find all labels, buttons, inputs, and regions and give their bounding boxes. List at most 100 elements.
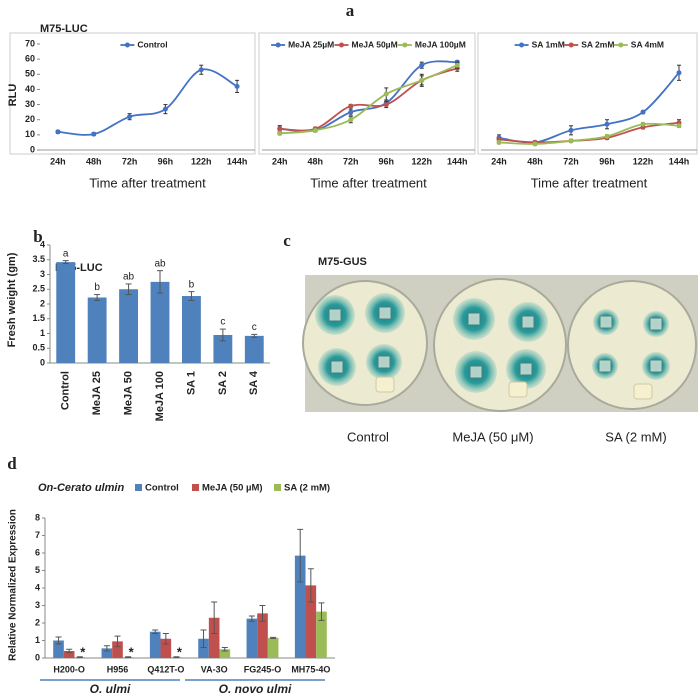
data-point xyxy=(277,130,283,136)
bar xyxy=(246,618,258,658)
significance-label: ab xyxy=(154,258,166,269)
legend-label: SA (2 mM) xyxy=(284,483,330,494)
panel-label: b xyxy=(33,227,42,246)
x-tick-label: 24h xyxy=(491,156,507,166)
x-tick-label: 96h xyxy=(599,156,615,166)
agar-plug xyxy=(330,360,344,374)
legend-marker xyxy=(402,42,408,48)
significance-label: c xyxy=(252,322,257,333)
agar-plug xyxy=(378,306,392,320)
legend-marker xyxy=(124,42,130,48)
data-point xyxy=(348,109,354,115)
y-tick-label: 0 xyxy=(35,652,40,662)
agar-plug xyxy=(599,315,613,329)
petri-dish xyxy=(302,280,428,406)
agar-plug xyxy=(375,376,395,393)
data-point xyxy=(568,138,574,144)
significance-label: b xyxy=(94,282,100,293)
bar xyxy=(87,297,107,363)
agar-plug xyxy=(649,359,663,373)
panel-label: c xyxy=(283,231,291,250)
y-tick-label: 10 xyxy=(25,129,35,139)
x-tick-label: 24h xyxy=(50,156,66,166)
x-tick-label: 72h xyxy=(343,156,359,166)
agar-plug xyxy=(467,312,481,326)
agar-plug xyxy=(377,355,391,369)
bar xyxy=(119,289,138,363)
legend-label: Control xyxy=(145,483,179,494)
data-point xyxy=(277,126,283,132)
data-point xyxy=(676,123,682,129)
condition-label: MeJA (50 μM) xyxy=(452,429,533,444)
bar xyxy=(150,281,170,363)
x-tick-label: H956 xyxy=(107,664,129,674)
chart-title: On-Cerato ulmin xyxy=(38,482,124,494)
y-tick-label: 1.5 xyxy=(32,313,45,323)
x-tick-label: MH75-4O xyxy=(291,664,330,674)
y-tick-label: 60 xyxy=(25,54,35,64)
bar xyxy=(198,638,209,658)
data-point xyxy=(55,129,61,135)
data-point xyxy=(532,141,538,147)
y-tick-label: 30 xyxy=(25,99,35,109)
x-tick-label: 48h xyxy=(527,156,543,166)
x-tick-label: MeJA 100 xyxy=(154,371,166,421)
x-tick-label: MeJA 25 xyxy=(91,371,103,415)
chart-title: M75-GUS xyxy=(318,256,367,268)
legend-label: MeJA 100µM xyxy=(415,39,466,49)
x-tick-label: 48h xyxy=(307,156,323,166)
petri-dish xyxy=(433,278,567,412)
legend-marker xyxy=(568,42,574,48)
significance-label: b xyxy=(189,279,195,290)
data-point xyxy=(383,91,389,97)
agar-plug xyxy=(519,362,533,376)
legend-label: MeJA (50 µM) xyxy=(202,483,263,494)
y-tick-label: 1 xyxy=(35,635,40,645)
legend-swatch xyxy=(274,484,281,491)
y-tick-label: 4 xyxy=(40,239,45,249)
y-tick-label: 2.5 xyxy=(32,284,45,294)
bar xyxy=(219,649,231,658)
significance-label: * xyxy=(177,645,183,660)
agar-plug xyxy=(521,315,535,329)
bar xyxy=(101,648,113,658)
x-axis-label: Time after treatment xyxy=(89,175,206,190)
x-tick-label: SA 1 xyxy=(185,371,197,395)
series-line xyxy=(57,68,238,136)
bar xyxy=(213,334,233,363)
data-point xyxy=(640,109,646,115)
x-tick-label: 144h xyxy=(669,156,690,166)
significance-label: ab xyxy=(123,272,135,283)
agar-plug xyxy=(649,317,663,331)
legend-label: SA 4mM xyxy=(631,39,664,49)
bar xyxy=(294,555,306,658)
y-axis-label: Fresh weight (gm) xyxy=(6,252,18,347)
bar xyxy=(53,640,64,658)
legend-marker xyxy=(618,42,624,48)
y-tick-label: 3.5 xyxy=(32,254,45,264)
data-point xyxy=(604,121,610,127)
data-point xyxy=(162,106,168,112)
y-tick-label: 20 xyxy=(25,114,35,124)
data-point xyxy=(496,139,502,145)
bar xyxy=(63,651,75,658)
data-point xyxy=(604,133,610,139)
agar-plug xyxy=(328,308,342,322)
data-point xyxy=(312,127,318,133)
data-point xyxy=(419,62,425,68)
series-line xyxy=(279,60,458,133)
series-line xyxy=(498,122,680,145)
legend-marker xyxy=(339,42,344,48)
x-axis-label: Time after treatment xyxy=(310,175,427,190)
y-tick-label: 4 xyxy=(35,582,40,592)
group-label: O. novo ulmi xyxy=(219,682,292,696)
y-tick-label: 0 xyxy=(40,357,45,367)
y-tick-label: 2 xyxy=(40,298,45,308)
petri-dish xyxy=(567,280,697,410)
x-tick-label: 122h xyxy=(633,156,654,166)
data-point xyxy=(454,62,460,68)
data-point xyxy=(383,102,389,108)
bar xyxy=(149,631,161,658)
x-tick-label: 48h xyxy=(86,156,102,166)
bar xyxy=(160,638,172,658)
